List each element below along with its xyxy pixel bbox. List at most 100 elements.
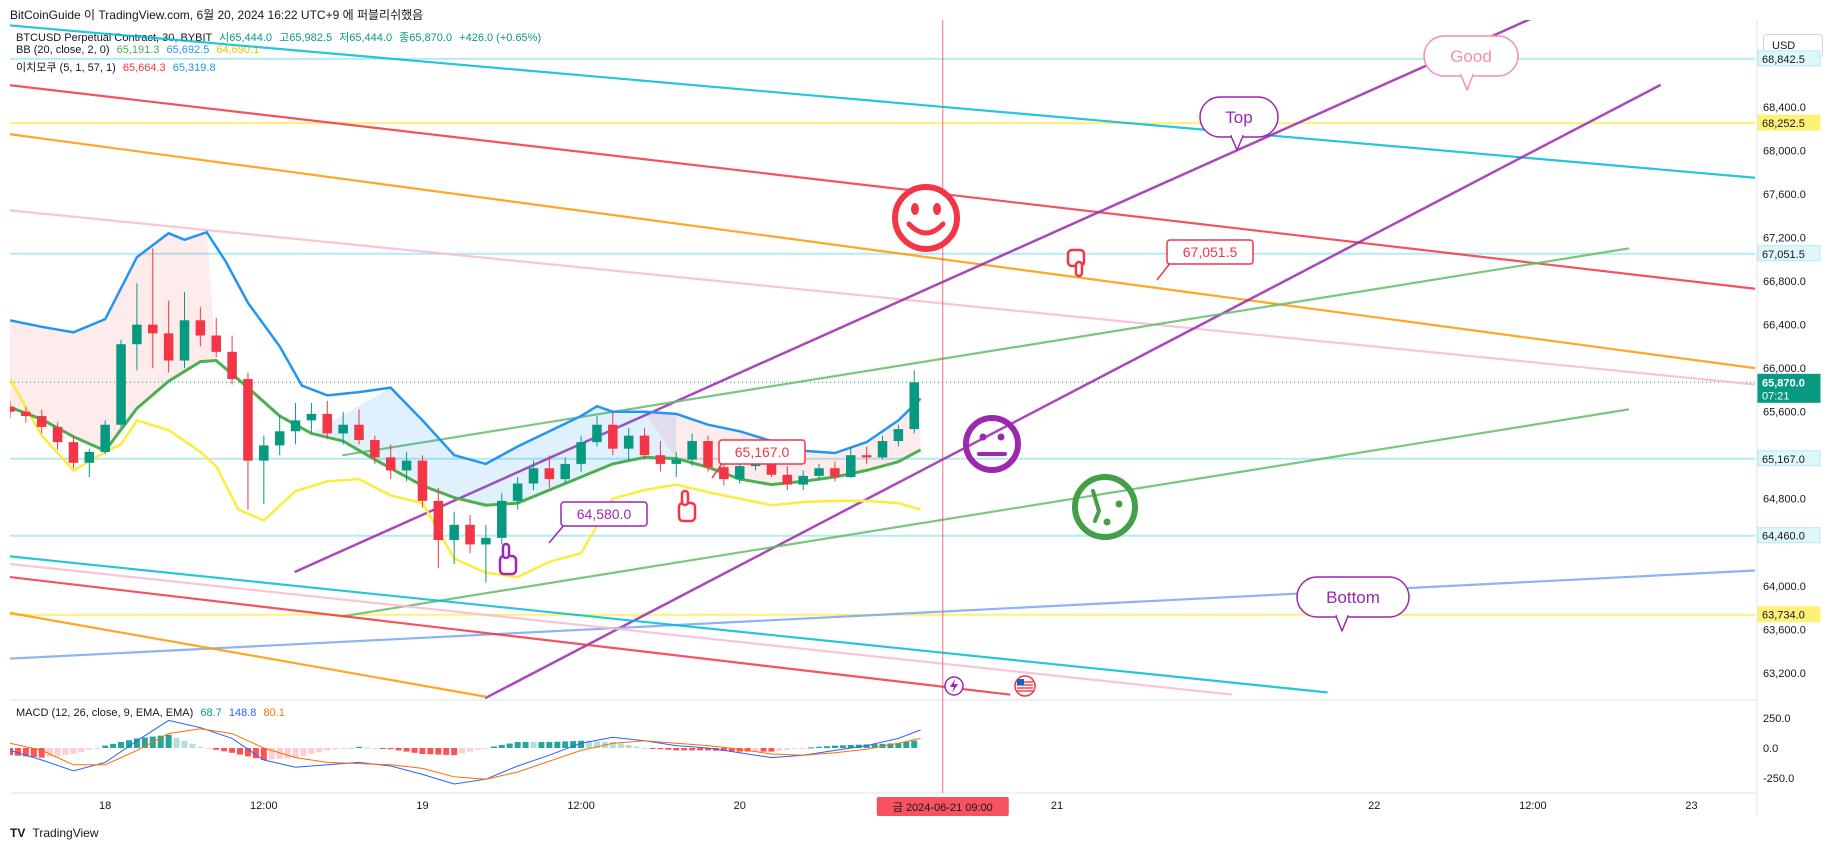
candle[interactable] [734, 466, 745, 480]
top-annotation[interactable]: Top [1199, 96, 1279, 151]
candle[interactable] [909, 382, 919, 430]
candle[interactable] [814, 468, 824, 476]
symbol-label[interactable]: BTCUSD Perpetual Contract, 30, BYBIT [16, 32, 213, 44]
candle[interactable] [179, 320, 190, 361]
candle[interactable] [528, 468, 539, 484]
candle[interactable] [687, 441, 697, 460]
candle[interactable] [370, 439, 380, 458]
candle[interactable] [338, 424, 348, 434]
ichimoku-label[interactable]: 이치모쿠 (5, 1, 57, 1) [16, 62, 116, 74]
ichimoku-legend: 이치모쿠 (5, 1, 57, 1) 65,664.3 65,319.8 [16, 59, 216, 75]
trend-line-red-lower[interactable] [10, 575, 1011, 696]
candle[interactable] [401, 460, 412, 471]
bottom-annotation[interactable]: Bottom [1296, 576, 1410, 632]
price-note-67051[interactable]: 67,051.5 [1156, 239, 1254, 281]
candle[interactable] [84, 451, 95, 463]
trend-line-red-upper[interactable] [10, 84, 1755, 290]
trend-line-cyan-lower[interactable] [10, 555, 1328, 694]
macd-signal-value: 80.1 [263, 707, 285, 719]
candle[interactable] [21, 411, 31, 417]
candle[interactable] [512, 483, 523, 501]
candle[interactable] [243, 379, 253, 461]
ichimoku-value-1: 65,664.3 [122, 62, 166, 74]
macd-signal-line[interactable] [10, 728, 921, 780]
candle[interactable] [290, 420, 301, 432]
candle[interactable] [893, 429, 904, 442]
trend-line-green-lower[interactable] [342, 408, 1630, 618]
candle[interactable] [385, 457, 396, 471]
candle[interactable] [274, 431, 285, 446]
candle[interactable] [655, 455, 666, 464]
candle[interactable] [433, 500, 444, 541]
candle[interactable] [719, 467, 729, 480]
candle[interactable] [639, 435, 650, 456]
candle[interactable] [861, 455, 872, 458]
macd-histogram-bar [800, 748, 807, 749]
lightning-event-icon[interactable] [944, 676, 964, 696]
bb-label[interactable]: BB (20, close, 2, 0) [16, 44, 110, 56]
price-note-65167[interactable]: 65,167.0 [711, 439, 806, 479]
trend-line-cyan-upper[interactable] [10, 24, 1755, 179]
happy-face-icon-eye [933, 203, 941, 215]
candle[interactable] [877, 441, 888, 458]
macd-label[interactable]: MACD (12, 26, close, 9, EMA, EMA) [16, 707, 194, 719]
candle[interactable] [52, 426, 63, 443]
trend-line-green-upper[interactable] [342, 247, 1630, 457]
trend-line-pink-upper[interactable] [10, 209, 1755, 386]
macd-histogram-bar [427, 748, 434, 755]
candle[interactable] [68, 442, 79, 463]
candle[interactable] [608, 424, 618, 449]
macd-pane[interactable] [7, 719, 921, 785]
candle[interactable] [417, 460, 428, 501]
candle[interactable] [846, 455, 856, 477]
macd-histogram-bar [863, 744, 870, 748]
trend-line-orange-upper[interactable] [10, 133, 1755, 370]
bb-upper-line[interactable] [10, 230, 922, 466]
candle[interactable] [259, 445, 269, 461]
candle[interactable] [830, 468, 840, 477]
macd-line[interactable] [10, 719, 921, 785]
trend-line-blue[interactable] [10, 569, 1755, 660]
candle[interactable] [163, 333, 174, 361]
low-value: 저65,444.0 [339, 32, 393, 44]
candle[interactable] [195, 320, 206, 336]
candle[interactable] [560, 463, 570, 480]
price-tick-label: 68,000.0 [1763, 146, 1806, 158]
time-tick-label: 12:00 [250, 800, 278, 812]
trend-line-pink-lower[interactable] [10, 562, 1233, 696]
candle[interactable] [576, 442, 586, 464]
candle[interactable] [354, 424, 364, 440]
candle[interactable] [227, 351, 237, 380]
us-flag-event-icon[interactable] [1014, 675, 1036, 697]
price-tick-label: 63,200.0 [1763, 668, 1806, 680]
candle[interactable] [132, 324, 142, 345]
candle[interactable] [782, 474, 793, 485]
candle[interactable] [148, 324, 158, 334]
candle[interactable] [671, 459, 682, 464]
candle[interactable] [5, 406, 15, 412]
bb-basis-line[interactable] [10, 358, 922, 507]
good-annotation[interactable]: Good [1423, 35, 1519, 91]
candle[interactable] [449, 524, 459, 541]
candle[interactable] [211, 335, 221, 352]
candle[interactable] [322, 413, 333, 434]
candle[interactable] [497, 500, 507, 538]
candle[interactable] [544, 468, 555, 480]
candle[interactable] [306, 413, 317, 421]
candle[interactable] [703, 441, 713, 468]
trend-line-orange-lower[interactable] [10, 611, 488, 698]
candle[interactable] [116, 344, 126, 425]
price-note-64580-pointer [548, 523, 566, 544]
trend-line-purple-bottom[interactable] [484, 84, 1662, 700]
candle[interactable] [100, 424, 110, 452]
candle[interactable] [36, 416, 47, 427]
price-note-64580[interactable]: 64,580.0 [548, 501, 648, 544]
candle[interactable] [481, 537, 491, 545]
candle[interactable] [623, 435, 634, 449]
candle[interactable] [592, 424, 602, 443]
price-pane[interactable] [5, 4, 1755, 700]
trend-line-purple-top[interactable] [294, 4, 1565, 573]
candle[interactable] [465, 524, 475, 545]
candle[interactable] [798, 475, 808, 485]
